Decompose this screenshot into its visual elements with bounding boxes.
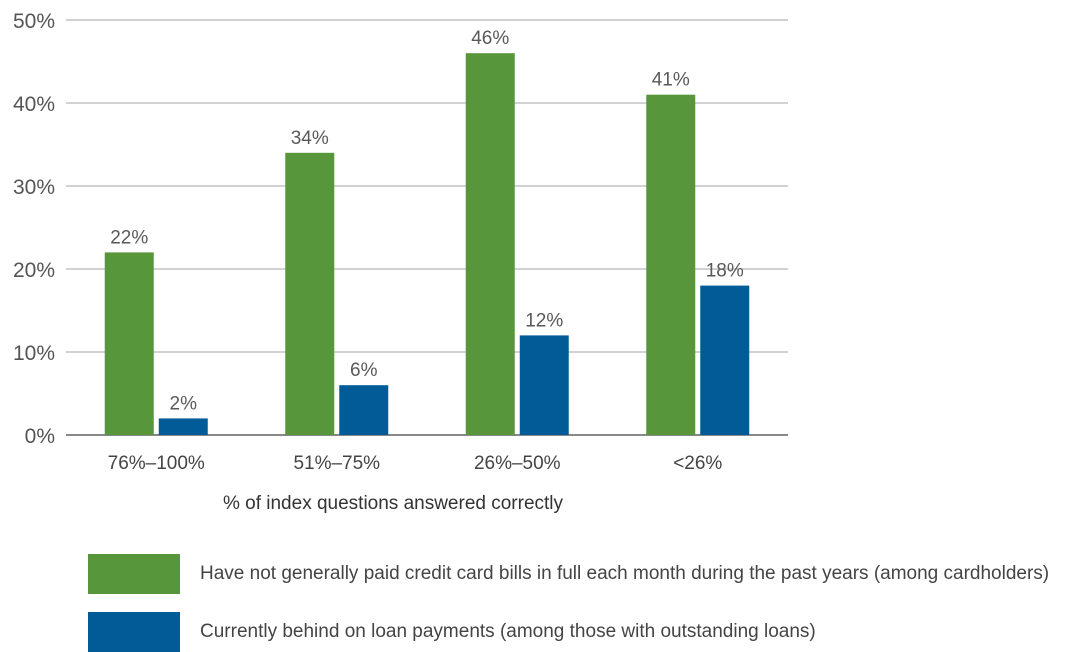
data-label: 6%: [350, 360, 378, 381]
data-label: 22%: [110, 227, 148, 248]
legend-label-loan: Currently behind on loan payments (among…: [200, 621, 816, 642]
x-category-label: 26%–50%: [474, 453, 561, 474]
x-axis-categories: 76%–100% 51%–75% 26%–50% <26%: [108, 453, 723, 474]
bar-credit-card: [465, 53, 515, 435]
y-tick-label: 30%: [13, 176, 55, 199]
data-label: 41%: [652, 70, 690, 91]
bar-credit-card: [104, 252, 154, 435]
legend-swatch-loan: [88, 612, 180, 652]
y-tick-label: 40%: [13, 93, 55, 116]
bar-credit-card: [285, 152, 335, 436]
data-labels: 22% 2% 34% 6% 46% 12% 41% 18%: [110, 28, 744, 414]
data-label: 2%: [170, 393, 198, 414]
bar-loan: [339, 385, 389, 435]
x-category-label: <26%: [673, 453, 722, 474]
bar-loan: [158, 418, 208, 435]
legend-label-credit-card: Have not generally paid credit card bill…: [200, 563, 1050, 584]
y-tick-label: 20%: [13, 259, 55, 282]
bar-loan: [700, 285, 750, 435]
y-tick-label: 0%: [25, 425, 55, 448]
data-label: 46%: [471, 28, 509, 49]
bar-loan: [519, 335, 569, 435]
y-axis-ticks: 0% 10% 20% 30% 40% 50%: [13, 10, 55, 448]
legend-swatch-credit-card: [88, 554, 180, 594]
y-tick-label: 50%: [13, 10, 55, 33]
x-category-label: 76%–100%: [108, 453, 205, 474]
bar-credit-card: [646, 94, 696, 435]
x-category-label: 51%–75%: [293, 453, 380, 474]
data-label: 12%: [525, 310, 563, 331]
bars: [104, 53, 750, 436]
data-label: 18%: [706, 261, 744, 282]
x-axis-title: % of index questions answered correctly: [223, 493, 564, 514]
y-tick-label: 10%: [13, 342, 55, 365]
data-label: 34%: [291, 128, 329, 149]
